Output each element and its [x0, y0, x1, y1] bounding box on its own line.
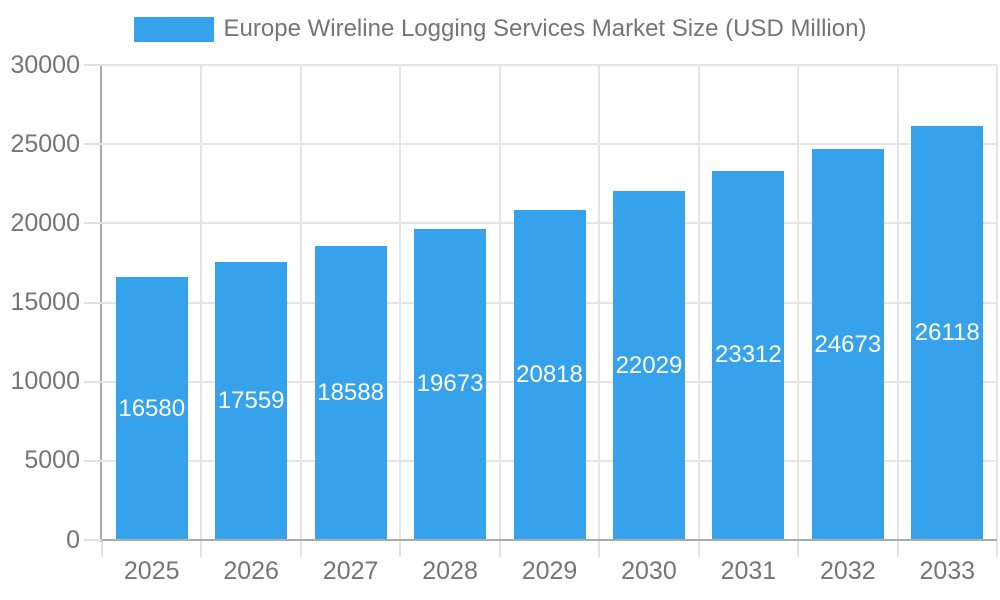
y-tick — [84, 380, 102, 383]
legend-item[interactable]: Europe Wireline Logging Services Market … — [133, 15, 867, 43]
vgrid-line — [498, 65, 501, 540]
bar-2028[interactable] — [414, 228, 487, 540]
vgrid-line — [598, 65, 601, 540]
x-tick-label: 2025 — [123, 557, 180, 585]
x-tick-label: 2026 — [223, 557, 279, 585]
x-tick — [299, 541, 302, 557]
bar-2030[interactable] — [612, 191, 685, 540]
vgrid-line — [299, 65, 302, 540]
vgrid-line — [797, 65, 800, 540]
y-tick — [84, 459, 102, 462]
y-tick — [84, 143, 102, 146]
y-tick-label: 15000 — [10, 288, 80, 316]
x-tick — [896, 541, 899, 557]
vgrid-line — [399, 65, 402, 540]
bar-2027[interactable] — [314, 245, 387, 540]
vgrid-line — [896, 65, 899, 540]
x-tick-label: 2027 — [322, 557, 379, 585]
bar-value-label: 24673 — [814, 330, 882, 358]
bar-2031[interactable] — [712, 170, 785, 540]
x-tick-label: 2029 — [521, 557, 578, 585]
chart-legend: Europe Wireline Logging Services Market … — [0, 14, 1000, 44]
vgrid-line — [697, 65, 700, 540]
y-tick-label: 20000 — [10, 208, 80, 237]
y-tick-label: 10000 — [10, 367, 80, 396]
legend-swatch-icon — [133, 16, 214, 42]
y-tick-label: 30000 — [10, 50, 80, 79]
x-tick — [697, 541, 700, 557]
x-tick — [797, 541, 800, 557]
bar-2025[interactable] — [115, 277, 188, 540]
y-axis-line — [100, 65, 102, 542]
bar-value-label: 17559 — [217, 386, 285, 414]
x-tick — [101, 541, 103, 557]
x-tick — [200, 541, 203, 557]
vgrid-line — [996, 65, 998, 540]
bar-value-label: 18588 — [317, 378, 384, 406]
bar-value-label: 19673 — [416, 370, 484, 398]
bar-value-label: 22029 — [615, 351, 683, 379]
bar-2033[interactable] — [911, 126, 984, 540]
x-tick — [598, 541, 601, 557]
bar-2032[interactable] — [811, 149, 884, 540]
bar-value-label: 26118 — [914, 319, 980, 347]
hgrid-line — [102, 64, 997, 66]
x-tick-label: 2032 — [820, 557, 876, 585]
y-tick — [84, 301, 102, 304]
y-tick-label: 0 — [66, 525, 80, 554]
x-tick-label: 2028 — [422, 557, 478, 585]
x-tick — [399, 541, 402, 557]
bar-2026[interactable] — [215, 261, 288, 540]
vgrid-line — [200, 65, 203, 540]
bar-value-label: 23312 — [715, 341, 782, 369]
y-tick — [84, 64, 102, 66]
bar-value-label: 20818 — [516, 361, 583, 389]
y-tick-label: 25000 — [10, 129, 80, 158]
x-tick-label: 2031 — [720, 557, 777, 585]
y-tick-label: 5000 — [24, 446, 80, 475]
x-tick — [996, 541, 998, 557]
legend-label: Europe Wireline Logging Services Market … — [223, 15, 867, 42]
plot-area: 16580 17559 18588 19673 20818 22029 23312 24673… — [102, 64, 998, 540]
x-tick — [498, 541, 501, 557]
x-axis-line — [100, 539, 997, 541]
hgrid-line — [102, 143, 997, 146]
y-tick — [84, 539, 102, 541]
bar-value-label: 16580 — [118, 394, 186, 422]
y-tick — [84, 222, 102, 225]
x-tick-label: 2030 — [621, 557, 677, 585]
bar-2029[interactable] — [513, 210, 586, 540]
x-tick-label: 2033 — [919, 557, 976, 585]
